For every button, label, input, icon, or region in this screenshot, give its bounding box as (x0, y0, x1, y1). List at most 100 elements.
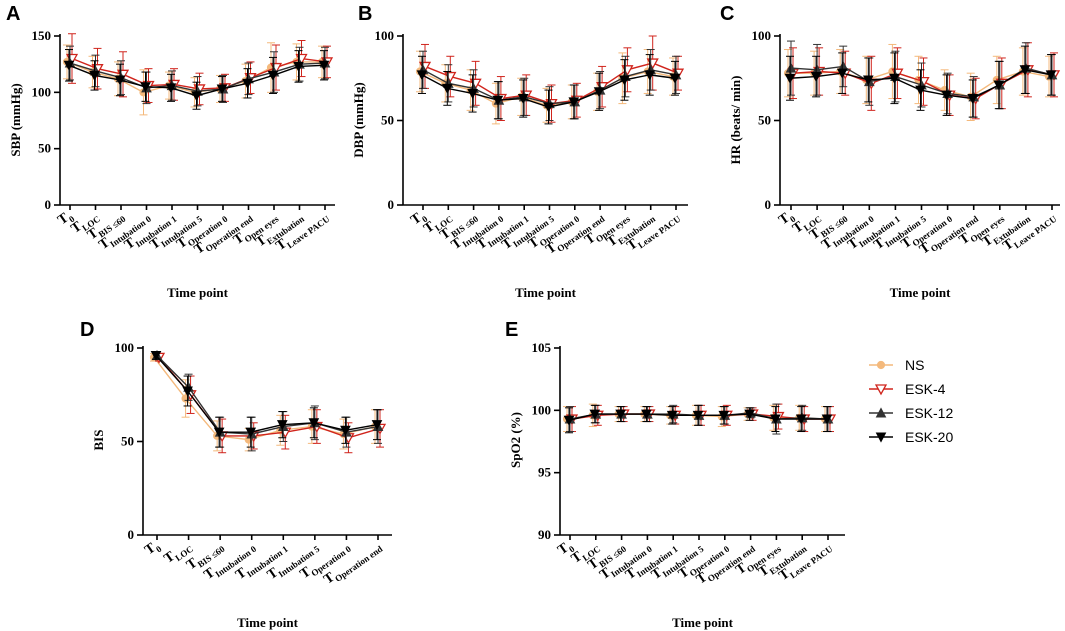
data-point (993, 80, 1005, 91)
x-axis-label: Time point (237, 615, 298, 630)
data-point (941, 90, 952, 101)
data-point (543, 102, 554, 113)
x-axis-label: Time point (167, 285, 228, 300)
data-point (293, 61, 304, 72)
x-tick-label: T0 (142, 538, 164, 560)
y-axis-label: HR (beats/ min) (728, 76, 743, 165)
legend: NS ESK-4 ESK-12 ESK-20 (869, 357, 953, 445)
data-point (276, 420, 288, 431)
data-point (967, 94, 979, 105)
y-tick-label: 0 (45, 197, 52, 212)
data-point (441, 83, 453, 94)
y-axis-label: BIS (91, 430, 106, 451)
y-tick-label: 95 (538, 465, 552, 480)
data-point (308, 418, 320, 429)
data-point (666, 410, 678, 421)
y-tick-label: 100 (532, 402, 552, 417)
y-tick-label: 105 (532, 340, 552, 355)
data-point (371, 420, 383, 431)
data-point (563, 415, 575, 426)
y-tick-label: 50 (758, 113, 771, 128)
legend-marker (876, 360, 886, 370)
data-point (140, 82, 151, 93)
data-point (89, 70, 100, 82)
panel-letter: A (6, 3, 20, 25)
data-point (492, 95, 504, 106)
data-point (795, 414, 807, 425)
data-point (182, 386, 193, 397)
panel-letter: C (720, 3, 734, 25)
y-axis-label: DBP (mmHg) (351, 82, 366, 157)
data-point (191, 91, 202, 102)
series-esk-20 (416, 54, 681, 125)
data-point (810, 72, 822, 83)
legend-label: NS (905, 357, 924, 373)
data-point (862, 75, 874, 86)
data-point (744, 409, 755, 420)
legend-label: ESK-20 (905, 429, 953, 445)
y-tick-label: 0 (765, 197, 772, 212)
y-tick-label: 150 (32, 28, 52, 43)
data-point (150, 350, 162, 362)
data-point (836, 68, 848, 79)
series-line (155, 355, 378, 433)
series-esk-20 (563, 404, 833, 434)
data-point (589, 409, 601, 420)
y-axis-label: SpO2 (%) (508, 412, 523, 468)
y-tick-label: 50 (381, 113, 394, 128)
data-point (1019, 65, 1031, 76)
data-point (1045, 70, 1057, 81)
y-tick-label: 100 (32, 84, 52, 99)
legend-marker (874, 384, 888, 396)
series-esk-12 (785, 40, 1058, 118)
series-esk-20 (784, 45, 1057, 118)
data-point (114, 75, 126, 86)
data-point (692, 410, 704, 421)
data-point (517, 94, 529, 105)
series-esk-20 (150, 350, 383, 448)
x-axis-label: Time point (890, 285, 951, 300)
data-point (641, 409, 652, 420)
series-line (156, 354, 379, 435)
data-point (718, 410, 730, 421)
legend-label: ESK-12 (905, 405, 953, 421)
data-point (889, 73, 900, 84)
data-point (245, 427, 257, 438)
data-point (213, 427, 225, 438)
panel-letter: E (505, 319, 518, 341)
data-point (915, 85, 926, 96)
data-point (340, 425, 351, 436)
data-point (216, 84, 228, 95)
legend-marker (875, 432, 887, 443)
y-tick-label: 100 (752, 28, 772, 43)
series-ns (62, 42, 327, 116)
data-point (63, 60, 75, 71)
legend-label: ESK-4 (905, 381, 946, 397)
panel-letter: D (80, 319, 94, 341)
x-axis-label: Time point (672, 615, 733, 630)
data-point (242, 78, 253, 89)
data-point (165, 83, 177, 94)
data-point (669, 73, 681, 84)
y-tick-label: 100 (115, 340, 135, 355)
y-tick-label: 90 (538, 527, 551, 542)
data-point (784, 73, 796, 84)
y-tick-label: 0 (388, 197, 395, 212)
legend-marker (875, 407, 887, 418)
x-axis-label: Time point (515, 285, 576, 300)
data-point (267, 70, 279, 82)
data-point (644, 70, 656, 81)
data-point (785, 62, 797, 73)
data-point (821, 414, 833, 425)
data-point (593, 87, 605, 98)
series-ns (783, 43, 1054, 121)
y-tick-label: 50 (121, 434, 134, 449)
series-esk-20 (63, 49, 330, 110)
data-point (770, 414, 781, 425)
data-point (568, 97, 580, 108)
